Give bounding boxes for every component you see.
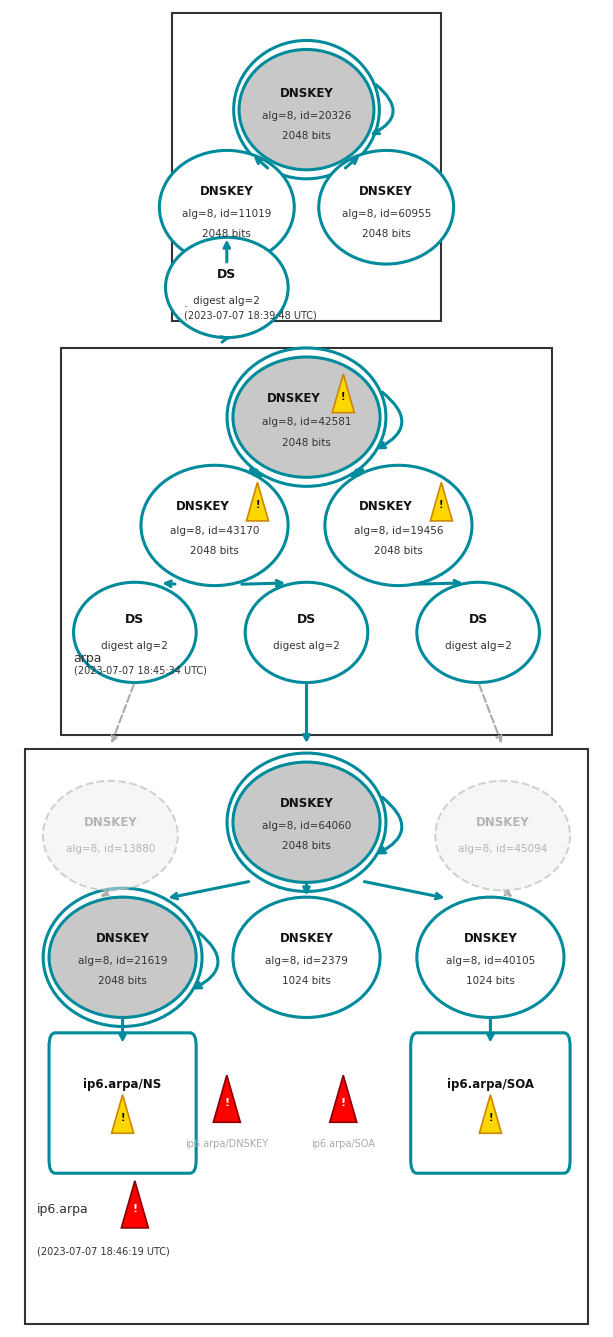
Text: !: ! xyxy=(132,1203,137,1214)
Text: ip6.arpa/NS: ip6.arpa/NS xyxy=(83,1078,162,1091)
Text: 2048 bits: 2048 bits xyxy=(362,229,411,239)
Text: DS: DS xyxy=(125,612,145,626)
Text: 2048 bits: 2048 bits xyxy=(190,545,239,556)
Text: alg=8, id=11019: alg=8, id=11019 xyxy=(182,209,272,219)
Ellipse shape xyxy=(74,583,196,682)
Text: alg=8, id=60955: alg=8, id=60955 xyxy=(341,209,431,219)
Text: (2023-07-07 18:39:48 UTC): (2023-07-07 18:39:48 UTC) xyxy=(184,310,317,320)
Text: 2048 bits: 2048 bits xyxy=(98,976,147,987)
Text: !: ! xyxy=(439,500,444,511)
Text: alg=8, id=21619: alg=8, id=21619 xyxy=(78,956,167,967)
Text: .: . xyxy=(184,297,188,310)
Polygon shape xyxy=(430,483,452,521)
FancyBboxPatch shape xyxy=(49,1034,196,1174)
Text: alg=8, id=64060: alg=8, id=64060 xyxy=(262,821,351,832)
Text: 2048 bits: 2048 bits xyxy=(202,229,251,239)
Ellipse shape xyxy=(435,781,570,890)
Text: digest alg=2: digest alg=2 xyxy=(444,640,512,651)
Polygon shape xyxy=(112,1095,134,1134)
Ellipse shape xyxy=(233,357,380,477)
Text: DNSKEY: DNSKEY xyxy=(280,797,333,810)
Text: alg=8, id=42581: alg=8, id=42581 xyxy=(262,417,351,428)
FancyBboxPatch shape xyxy=(172,13,441,321)
Ellipse shape xyxy=(233,762,380,882)
Text: alg=8, id=2379: alg=8, id=2379 xyxy=(265,956,348,967)
Text: DNSKEY: DNSKEY xyxy=(175,500,229,513)
Text: digest alg=2: digest alg=2 xyxy=(101,640,169,651)
Text: DNSKEY: DNSKEY xyxy=(476,816,530,829)
Text: alg=8, id=43170: alg=8, id=43170 xyxy=(170,525,259,536)
Text: !: ! xyxy=(224,1098,229,1108)
Text: ip6.arpa/DNSKEY: ip6.arpa/DNSKEY xyxy=(185,1139,268,1148)
Text: 2048 bits: 2048 bits xyxy=(282,841,331,852)
Polygon shape xyxy=(213,1075,240,1122)
Ellipse shape xyxy=(166,237,288,337)
Text: DNSKEY: DNSKEY xyxy=(280,932,333,945)
Text: alg=8, id=19456: alg=8, id=19456 xyxy=(354,525,443,536)
Ellipse shape xyxy=(43,781,178,890)
Text: alg=8, id=40105: alg=8, id=40105 xyxy=(446,956,535,967)
Polygon shape xyxy=(246,483,268,521)
Text: arpa: arpa xyxy=(74,652,102,666)
Ellipse shape xyxy=(245,583,368,682)
Text: (2023-07-07 18:45:34 UTC): (2023-07-07 18:45:34 UTC) xyxy=(74,666,207,675)
Polygon shape xyxy=(330,1075,357,1122)
Text: 2048 bits: 2048 bits xyxy=(374,545,423,556)
Text: digest alg=2: digest alg=2 xyxy=(193,295,261,306)
Ellipse shape xyxy=(417,897,564,1017)
Text: (2023-07-07 18:46:19 UTC): (2023-07-07 18:46:19 UTC) xyxy=(37,1246,170,1255)
Text: !: ! xyxy=(341,1098,346,1108)
Text: DNSKEY: DNSKEY xyxy=(200,185,254,198)
Text: 2048 bits: 2048 bits xyxy=(282,437,331,448)
Text: DS: DS xyxy=(297,612,316,626)
Text: DNSKEY: DNSKEY xyxy=(463,932,517,945)
Ellipse shape xyxy=(319,151,454,265)
Ellipse shape xyxy=(325,465,472,586)
Text: DS: DS xyxy=(217,267,237,281)
FancyBboxPatch shape xyxy=(411,1034,570,1174)
Text: 1024 bits: 1024 bits xyxy=(466,976,515,987)
FancyBboxPatch shape xyxy=(25,749,588,1324)
Text: !: ! xyxy=(255,500,260,511)
Polygon shape xyxy=(479,1095,501,1134)
Text: ip6.arpa/SOA: ip6.arpa/SOA xyxy=(311,1139,375,1148)
Ellipse shape xyxy=(49,897,196,1017)
Ellipse shape xyxy=(417,583,539,682)
Text: alg=8, id=20326: alg=8, id=20326 xyxy=(262,111,351,122)
Text: alg=8, id=13880: alg=8, id=13880 xyxy=(66,844,155,854)
Text: ip6.arpa: ip6.arpa xyxy=(37,1203,88,1217)
Text: ip6.arpa/SOA: ip6.arpa/SOA xyxy=(447,1078,534,1091)
Text: !: ! xyxy=(341,392,346,402)
Polygon shape xyxy=(332,374,354,413)
Text: !: ! xyxy=(488,1112,493,1123)
Text: 2048 bits: 2048 bits xyxy=(282,131,331,142)
Ellipse shape xyxy=(159,151,294,265)
Text: DNSKEY: DNSKEY xyxy=(96,932,150,945)
Text: DNSKEY: DNSKEY xyxy=(83,816,137,829)
Text: DS: DS xyxy=(468,612,488,626)
Text: DNSKEY: DNSKEY xyxy=(267,392,321,405)
Text: !: ! xyxy=(120,1112,125,1123)
Text: digest alg=2: digest alg=2 xyxy=(273,640,340,651)
Text: 1024 bits: 1024 bits xyxy=(282,976,331,987)
Text: alg=8, id=45094: alg=8, id=45094 xyxy=(458,844,547,854)
Text: DNSKEY: DNSKEY xyxy=(280,87,333,100)
Ellipse shape xyxy=(239,49,374,170)
FancyBboxPatch shape xyxy=(61,348,552,735)
Ellipse shape xyxy=(233,897,380,1017)
Text: DNSKEY: DNSKEY xyxy=(359,500,413,513)
Polygon shape xyxy=(121,1181,148,1227)
Ellipse shape xyxy=(141,465,288,586)
Text: DNSKEY: DNSKEY xyxy=(359,185,413,198)
